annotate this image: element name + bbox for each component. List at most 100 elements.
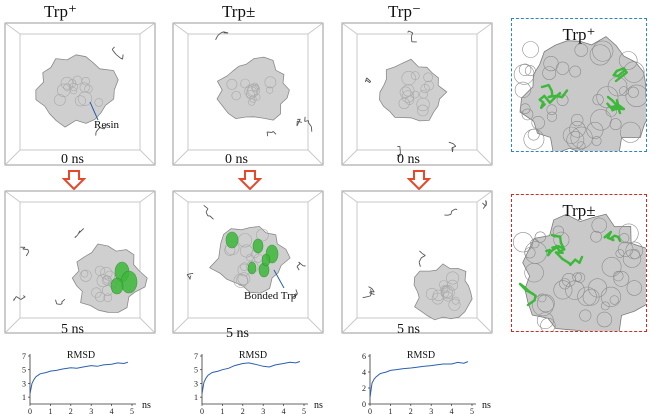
trp-molecule: [296, 118, 302, 127]
time-label-trp-zwitterion-0ns: 0 ns: [225, 152, 248, 167]
y-tick-label: 1: [22, 393, 26, 402]
trp-molecule: [111, 46, 124, 60]
bonded-trp-molecule: [545, 245, 566, 257]
bonded-trp-molecule: [247, 261, 257, 275]
x-axis-label: ns: [142, 400, 151, 411]
x-tick-label: 1: [48, 407, 52, 414]
rmsd-series-line: [201, 361, 301, 394]
bonded-trp-molecule: [518, 282, 537, 307]
down-arrow-icon: [238, 170, 262, 190]
time-label-trp-zwitterion-5ns: 5 ns: [226, 326, 249, 341]
trp-molecule: [20, 246, 30, 257]
sim-box-trp-zwitterion-0ns: [172, 22, 324, 166]
y-tick-label: 5: [22, 366, 26, 375]
x-tick-label: 2: [241, 407, 245, 414]
box-frame: [4, 190, 156, 334]
resin-surface: [413, 263, 473, 321]
trp-molecule: [74, 228, 85, 238]
y-tick-label: 2: [362, 384, 366, 393]
y-tick-label: 0: [362, 400, 366, 409]
box-frame: [341, 22, 493, 166]
x-tick-label: 1: [388, 407, 392, 414]
bonded-trp-molecule: [603, 230, 622, 243]
bonded-trp-molecule: [606, 99, 626, 115]
x-tick-label: 5: [470, 407, 474, 414]
y-tick-label: 3: [194, 379, 198, 388]
inset-trp-zwitterion: Trp±: [511, 194, 647, 332]
sim-box-trp-minus-0ns: [341, 22, 493, 166]
column-title-trp-zwitterion: Trp±: [222, 2, 256, 21]
y-tick-label: 6: [362, 352, 366, 361]
x-tick-label: 2: [69, 407, 73, 414]
x-tick-label: 4: [282, 407, 286, 414]
trp-molecule: [186, 273, 194, 280]
sim-box-trp-plus-0ns: [4, 22, 156, 166]
trp-molecule: [215, 31, 229, 41]
x-tick-label: 3: [89, 407, 93, 414]
x-tick-label: 1: [220, 407, 224, 414]
x-tick-label: 3: [261, 407, 265, 414]
x-tick-label: 0: [200, 407, 204, 414]
box-frame: [172, 190, 324, 334]
sim-box-trp-zwitterion-5ns: [172, 190, 324, 334]
resin-surface: [519, 36, 646, 151]
trp-molecule: [304, 116, 313, 132]
pointer-line: [89, 101, 99, 121]
column-title-trp-minus: Trp⁻: [388, 2, 421, 21]
sim-box-trp-minus-5ns: [341, 190, 493, 334]
resin-label: Resin: [94, 119, 120, 131]
bonded-trp-molecule: [612, 67, 628, 83]
bonded-trp-molecule: [110, 277, 124, 295]
pointer-line: [273, 269, 285, 289]
bonded-trp-label: Bonded Trp: [244, 290, 297, 302]
x-tick-label: 0: [28, 407, 32, 414]
bonded-trp-molecule: [261, 253, 271, 267]
trp-molecule: [448, 141, 457, 153]
x-axis-label: ns: [482, 400, 491, 411]
trp-molecule: [418, 250, 426, 267]
bonded-trp-molecule: [225, 231, 239, 249]
y-tick-label: 7: [194, 352, 198, 361]
down-arrow-icon: [62, 170, 86, 190]
trp-molecule: [364, 77, 372, 84]
chart-title: RMSD: [239, 350, 267, 361]
y-tick-label: 5: [194, 366, 198, 375]
inset-title-trp-plus: Trp⁺: [562, 25, 596, 44]
inset-title-trp-zwitterion: Trp±: [562, 201, 596, 220]
x-tick-label: 4: [450, 407, 454, 414]
down-arrow-icon: [407, 170, 431, 190]
time-label-trp-minus-5ns: 5 ns: [397, 322, 420, 337]
x-tick-label: 4: [110, 407, 114, 414]
trp-molecule: [444, 208, 458, 216]
x-tick-label: 2: [409, 407, 413, 414]
x-tick-label: 5: [130, 407, 134, 414]
trp-molecule: [296, 261, 306, 271]
bonded-trp-molecule: [252, 238, 264, 254]
rmsd-chart-trp-minus: 0 1 2 3 4 5 0 2 4 6 RMSD ns: [362, 350, 491, 414]
x-tick-label: 5: [302, 407, 306, 414]
sim-box-trp-plus-5ns: [4, 190, 156, 334]
rmsd-series-line: [369, 361, 469, 398]
time-label-trp-plus-0ns: 0 ns: [61, 152, 84, 167]
resin-surface: [522, 213, 646, 331]
column-title-trp-plus: Trp⁺: [44, 2, 77, 21]
trp-molecule: [55, 298, 66, 305]
x-tick-label: 3: [429, 407, 433, 414]
trp-molecule: [292, 289, 298, 298]
bonded-trp-molecule: [120, 270, 138, 294]
trp-molecule: [13, 295, 26, 301]
chart-title: RMSD: [407, 350, 435, 361]
rmsd-series-line: [29, 361, 129, 394]
x-axis-label: ns: [314, 400, 323, 411]
inset-trp-plus: Trp⁺: [511, 18, 647, 152]
y-tick-label: 7: [22, 352, 26, 361]
trp-molecule: [203, 204, 214, 220]
resin-surface: [209, 226, 291, 294]
trp-molecule: [407, 30, 417, 43]
bonded-trp-molecule: [538, 91, 562, 109]
time-label-trp-plus-5ns: 5 ns: [61, 322, 84, 337]
time-label-trp-minus-0ns: 0 ns: [397, 152, 420, 167]
trp-molecule: [482, 200, 487, 209]
